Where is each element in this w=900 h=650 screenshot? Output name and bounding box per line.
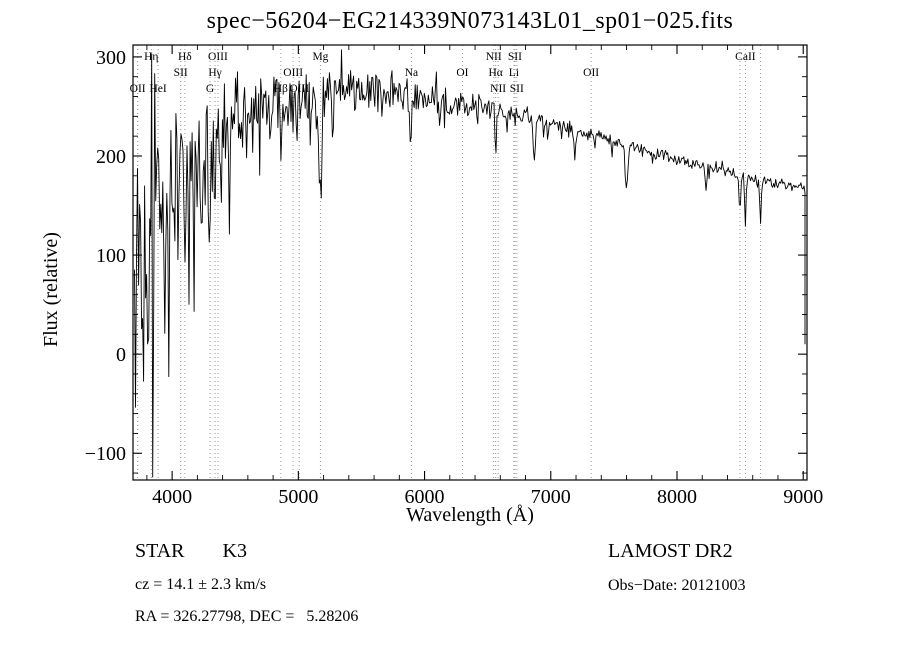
spectral-line-label: OIII [208,51,228,63]
x-axis-label: Wavelength (Å) [406,504,534,526]
spectral-line-label: Li [509,67,519,79]
spectral-line-label: Na [405,67,418,79]
spectral-line-label: NII [490,83,506,95]
spectral-line-label: OII [130,83,146,95]
spectral-line-label: OIII [283,67,303,79]
spectral-line-label: OI [456,67,468,79]
x-tick-label: 7000 [531,486,571,508]
y-tick-label: 200 [96,146,126,168]
spectral-line-label: Hγ [208,67,221,79]
object-class: STAR [135,540,185,562]
spectral-line-label: HeI [149,83,166,95]
spectral-line-label: NII [486,51,502,63]
plot-title: spec−56204−EG214339N073143L01_sp01−025.f… [206,8,734,34]
survey-label: LAMOST DR2 [608,540,733,562]
plot-border [132,44,808,481]
obs-date-text: Obs−Date: 20121003 [608,577,746,594]
spectral-line-label: CaII [735,51,756,63]
x-tick-label: 8000 [657,486,697,508]
y-tick-label: −100 [85,443,126,465]
y-tick-label: 0 [116,344,126,366]
spectral-line-label: SII [508,51,522,63]
spectral-line-label: Mg [312,51,328,63]
y-axis-label: Flux (relative) [40,232,62,347]
spectral-line-label: SII [510,83,524,95]
y-tick-label: 100 [96,245,126,267]
coordinates-text: RA = 326.27798, DEC = 5.28206 [135,608,359,625]
x-tick-label: 5000 [278,486,318,508]
x-tick-label: 9000 [783,486,823,508]
x-tick-label: 6000 [405,486,445,508]
spectral-line-label: SII [174,67,188,79]
spectral-line-label: OII [583,67,599,79]
object-subclass: K3 [222,540,247,562]
spectrum-trace [134,49,806,478]
spectral-line-label: Hα [488,67,502,79]
spectral-line-label: G [206,83,214,95]
classification-line: STAR K3 [135,540,247,563]
spectral-line-label: Hδ [178,51,192,63]
x-tick-label: 4000 [152,486,192,508]
y-tick-label: 300 [96,47,126,69]
radial-velocity-text: cz = 14.1 ± 2.3 km/s [135,576,267,593]
